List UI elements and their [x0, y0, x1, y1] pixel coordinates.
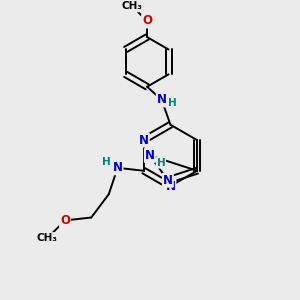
Text: H: H: [157, 158, 165, 168]
Text: O: O: [142, 14, 152, 28]
Text: N: N: [139, 134, 149, 147]
Text: CH₃: CH₃: [37, 233, 58, 243]
Text: H: H: [168, 98, 177, 108]
Text: CH₃: CH₃: [122, 2, 143, 11]
Text: N: N: [157, 93, 167, 106]
Text: N: N: [112, 161, 123, 174]
Text: N: N: [163, 174, 173, 187]
Text: H: H: [102, 157, 111, 167]
Text: N: N: [145, 149, 155, 162]
Text: O: O: [60, 214, 70, 227]
Text: N: N: [166, 180, 176, 193]
